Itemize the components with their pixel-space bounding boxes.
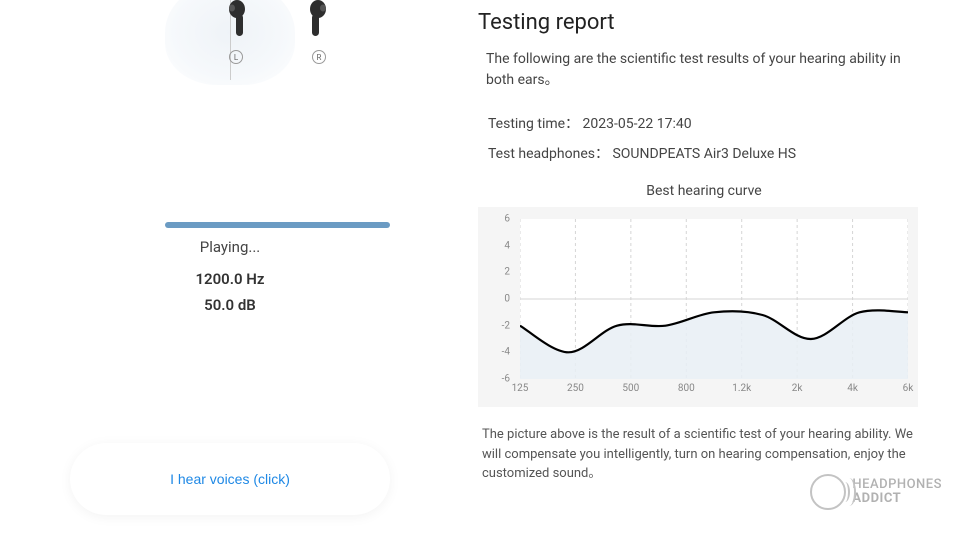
testing-time-label: Testing time： — [488, 116, 579, 132]
testing-time-value: 2023-05-22 17:40 — [583, 116, 692, 132]
y-tick-label: 6 — [504, 214, 510, 225]
x-tick-label: 125 — [512, 383, 529, 394]
earbuds-illustration: L R — [30, 0, 430, 100]
progress-bar — [165, 222, 390, 228]
x-tick-label: 6k — [903, 383, 914, 394]
hear-voices-button[interactable]: I hear voices (click) — [70, 443, 390, 515]
x-tick-label: 250 — [567, 383, 584, 394]
testing-time-row: Testing time： 2023-05-22 17:40 — [478, 113, 930, 133]
left-badge: L — [229, 50, 243, 64]
y-tick-label: 2 — [504, 267, 510, 278]
x-tick-label: 1.2k — [732, 383, 751, 394]
x-tick-label: 2k — [792, 383, 803, 394]
hear-voices-label: I hear voices (click) — [170, 471, 290, 487]
report-footer: The picture above is the result of a sci… — [478, 425, 930, 484]
playback-status: Playing... 1200.0 Hz 50.0 dB — [0, 238, 460, 314]
x-axis-labels: 1252505008001.2k2k4k6k — [520, 383, 908, 399]
headphones-row: Test headphones： SOUNDPEATS Air3 Deluxe … — [478, 143, 930, 163]
x-tick-label: 500 — [622, 383, 639, 394]
y-tick-label: 0 — [504, 294, 510, 305]
hearing-curve-chart: 6 4 2 0 -2 -4 -6 125 250 500 800 1.2k 2k 4k 6k — [478, 207, 918, 407]
earbud-right-icon — [308, 0, 330, 38]
report-intro: The following are the scientific test re… — [478, 49, 930, 91]
hearing-test-panel: L R Playing... 1200.0 Hz 50.0 dB I hear … — [0, 0, 460, 540]
x-tick-label: 4k — [847, 383, 858, 394]
report-panel: Testing report The following are the sci… — [460, 0, 960, 540]
chart-svg — [520, 219, 908, 379]
earbud-left-icon — [225, 0, 247, 38]
right-earbud-group: R — [308, 0, 330, 64]
right-badge: R — [312, 50, 326, 64]
headphones-value: SOUNDPEATS Air3 Deluxe HS — [612, 146, 796, 162]
y-tick-label: -6 — [502, 374, 510, 385]
decibel-value: 50.0 dB — [0, 296, 460, 314]
chart-title: Best hearing curve — [478, 183, 930, 199]
y-tick-label: 4 — [504, 240, 510, 251]
left-earbud-group: L — [225, 0, 247, 64]
y-tick-label: -2 — [502, 320, 510, 331]
y-tick-label: -4 — [502, 347, 510, 358]
frequency-value: 1200.0 Hz — [0, 270, 460, 288]
y-axis-labels: 6420-2-4-6 — [478, 219, 516, 379]
plot-area — [520, 219, 908, 379]
headphones-label: Test headphones： — [488, 146, 609, 162]
report-title: Testing report — [478, 10, 930, 35]
x-tick-label: 800 — [678, 383, 695, 394]
status-text: Playing... — [0, 238, 460, 256]
